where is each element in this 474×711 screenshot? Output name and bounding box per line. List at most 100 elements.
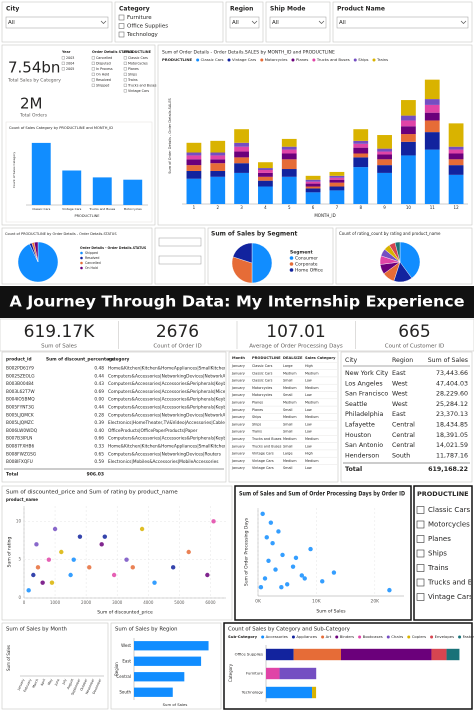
checkbox[interactable] (416, 578, 425, 587)
checkbox[interactable] (61, 67, 65, 71)
legend-swatch (335, 635, 339, 639)
table-cell: 0.65 (94, 451, 104, 457)
checkbox[interactable] (123, 78, 127, 82)
scatter-point (260, 511, 265, 517)
table-cell: 18,434.85 (436, 422, 468, 429)
table-cell: 14,021.59 (436, 442, 468, 449)
table-cell: Computers&Accessories|NetworkingDevices|… (108, 451, 222, 457)
filter-label: Ship Mode (270, 6, 306, 13)
x-tick-label: April (40, 678, 47, 686)
column-header: Month (232, 356, 245, 360)
x-tick-label: 1000 (50, 600, 61, 605)
table-cell: Seattle (345, 401, 367, 408)
banner-background (0, 286, 474, 318)
table-cell: Classic Cars (252, 371, 273, 375)
table-cell: B0087FXHB6 (6, 444, 34, 450)
checkbox[interactable] (123, 56, 127, 60)
chevron (318, 20, 325, 24)
table-cell: Small (283, 422, 292, 426)
kpi-label: Count of Order ID (153, 344, 201, 350)
chart-title: Sum of Sales by Month (6, 627, 67, 633)
slicer-option: Ships (428, 550, 447, 558)
table-cell: January (231, 459, 245, 463)
bar-segment (329, 179, 345, 183)
chevron (251, 20, 258, 24)
kpi-value: 619.17K (24, 322, 95, 342)
dropdown[interactable] (158, 237, 202, 247)
table-cell: Vintage Cars (252, 452, 274, 456)
table-cell: 0.69 (94, 389, 104, 395)
legend-swatch (196, 58, 200, 62)
checkbox[interactable] (416, 593, 425, 601)
checkbox[interactable] (118, 31, 125, 38)
checkbox[interactable] (123, 61, 127, 65)
bar-segment (305, 179, 321, 182)
scatter-point (26, 588, 31, 593)
pie-slice (394, 241, 401, 263)
bar-segment (424, 132, 440, 150)
dropdown[interactable] (269, 16, 327, 29)
legend-entry: Trains (376, 57, 388, 62)
checkbox[interactable] (123, 67, 127, 71)
table-cell: New York City (345, 370, 388, 377)
checkbox[interactable] (91, 72, 95, 76)
dropdown[interactable] (5, 16, 109, 29)
checkbox[interactable] (123, 72, 127, 76)
chevron (460, 20, 467, 24)
checkbox[interactable] (416, 549, 425, 558)
bar-segment (234, 157, 249, 164)
x-tick-label: 8 (359, 205, 362, 210)
checkbox-label: Furniture (127, 15, 152, 21)
x-tick-label: 5000 (174, 600, 185, 605)
checkbox[interactable] (91, 56, 95, 60)
legend-swatch (80, 251, 83, 255)
x-tick-label: 10 (406, 205, 412, 210)
dropdown[interactable] (158, 255, 202, 265)
checkbox[interactable] (416, 564, 425, 572)
chart-title: Sum of Sales and Sum of Order Processing… (239, 491, 405, 498)
bar-segment (353, 167, 369, 204)
table-cell: Henderson (345, 452, 379, 459)
legend-entry: Binders (340, 634, 354, 639)
table-cell: Medium (283, 401, 297, 405)
legend-swatch (386, 635, 390, 639)
table-cell: January (231, 437, 245, 441)
legend-entry: Classic Cars (201, 57, 224, 62)
legend-entry: Cancelled (85, 261, 101, 265)
checkbox[interactable] (118, 23, 125, 29)
scatter-point (102, 534, 108, 539)
table-cell: Low (305, 408, 312, 412)
bar-segment (401, 141, 416, 156)
legend-swatch (289, 256, 294, 260)
checkbox[interactable] (91, 61, 95, 65)
scatter-point (276, 529, 281, 534)
bar-segment (210, 152, 226, 156)
checkbox[interactable] (91, 83, 95, 87)
pie-slice (399, 241, 421, 279)
table-cell: Central (392, 422, 415, 429)
table-cell: B005FYNT3G (6, 405, 34, 411)
scatter-point (211, 519, 216, 524)
checkbox[interactable] (416, 520, 425, 529)
checkbox[interactable] (416, 506, 425, 514)
scatter-point (205, 572, 210, 578)
dropdown[interactable] (336, 16, 469, 29)
slicer-option: Trucks and Buses (427, 579, 474, 587)
scatter-point (293, 555, 299, 561)
table-cell: 0.28 (94, 412, 104, 418)
checkbox[interactable] (123, 83, 127, 87)
checkbox[interactable] (91, 67, 95, 71)
checkbox[interactable] (123, 89, 127, 93)
scatter-point (152, 580, 157, 585)
checkbox[interactable] (416, 535, 425, 543)
checkbox[interactable] (61, 61, 65, 65)
checkbox[interactable] (118, 14, 125, 21)
table-cell: West (392, 401, 408, 408)
bar-segment (329, 186, 345, 191)
checkbox[interactable] (91, 78, 95, 82)
table-cell: Low (305, 422, 312, 426)
checkbox[interactable] (61, 56, 65, 60)
dropdown[interactable] (229, 16, 260, 29)
legend-swatch (407, 635, 411, 639)
scatter-point (77, 534, 83, 539)
